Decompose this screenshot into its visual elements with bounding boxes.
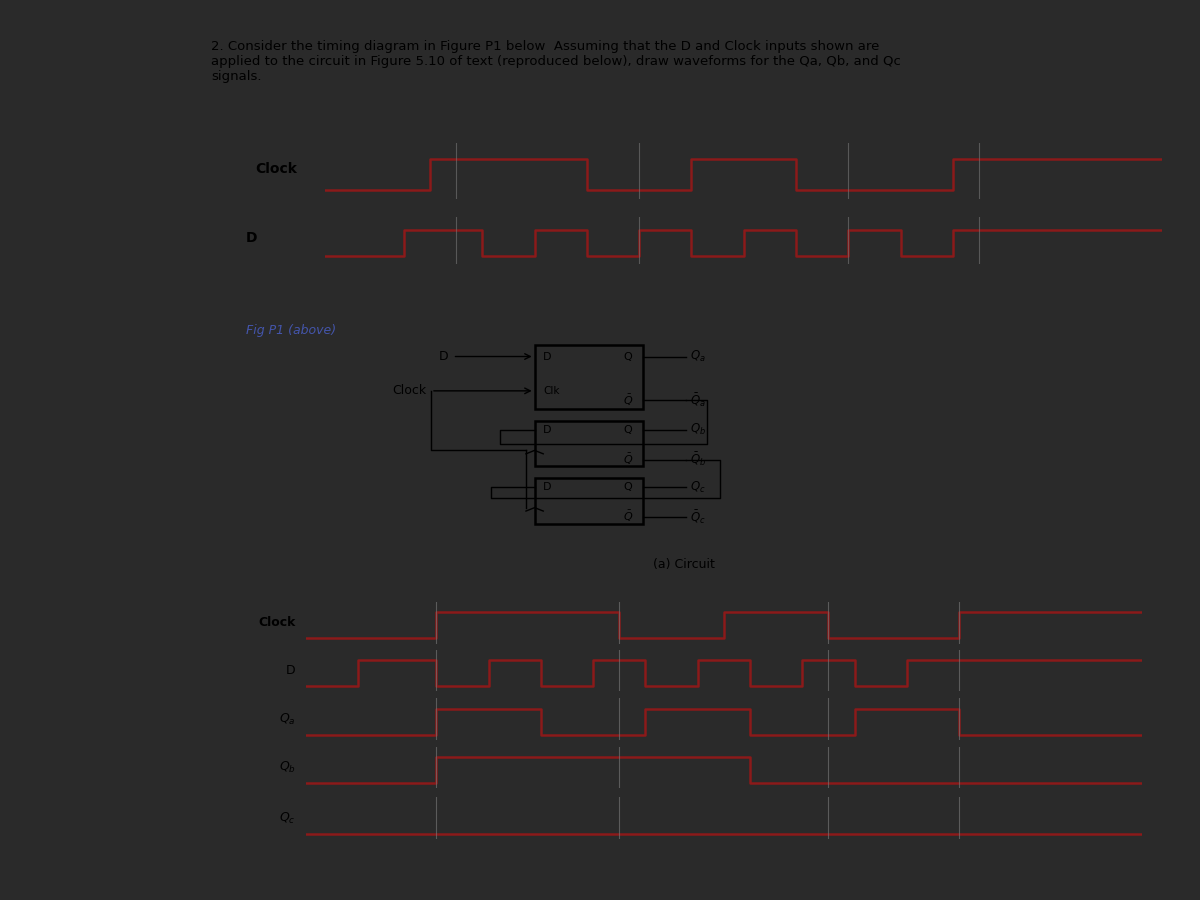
Text: D: D: [544, 352, 552, 362]
Text: $\bar{Q}$: $\bar{Q}$: [623, 509, 634, 525]
Text: Q: Q: [623, 425, 632, 435]
Text: $\bar{Q}_c$: $\bar{Q}_c$: [690, 508, 706, 526]
Text: Clk: Clk: [544, 386, 559, 396]
Text: (a) Circuit: (a) Circuit: [653, 558, 715, 571]
Text: Clock: Clock: [392, 384, 427, 398]
Text: Q: Q: [623, 352, 632, 362]
Text: $Q_b$: $Q_b$: [278, 760, 295, 775]
Bar: [535, 345, 642, 410]
Text: $Q_a$: $Q_a$: [690, 349, 706, 364]
Text: Clock: Clock: [256, 162, 298, 176]
Text: Clock: Clock: [258, 616, 295, 629]
Text: $Q_b$: $Q_b$: [690, 422, 706, 437]
Text: Q: Q: [623, 482, 632, 492]
Bar: [535, 478, 642, 524]
Bar: [535, 420, 642, 466]
Text: $Q_a$: $Q_a$: [278, 712, 295, 726]
Text: D: D: [286, 664, 295, 677]
Text: $\bar{Q}_a$: $\bar{Q}_a$: [690, 392, 706, 409]
Text: $\bar{Q}$: $\bar{Q}$: [623, 452, 634, 467]
Text: D: D: [544, 425, 552, 435]
Text: D: D: [544, 482, 552, 492]
Text: 2. Consider the timing diagram in Figure P1 below  Assuming that the D and Clock: 2. Consider the timing diagram in Figure…: [211, 40, 901, 83]
Text: Fig P1 (above): Fig P1 (above): [246, 324, 336, 338]
Text: $\bar{Q}$: $\bar{Q}$: [623, 392, 634, 408]
Text: $Q_c$: $Q_c$: [690, 480, 706, 495]
Text: $\bar{Q}_b$: $\bar{Q}_b$: [690, 451, 706, 468]
Text: $Q_c$: $Q_c$: [280, 811, 295, 825]
Text: D: D: [246, 231, 257, 246]
Text: D: D: [439, 350, 449, 363]
